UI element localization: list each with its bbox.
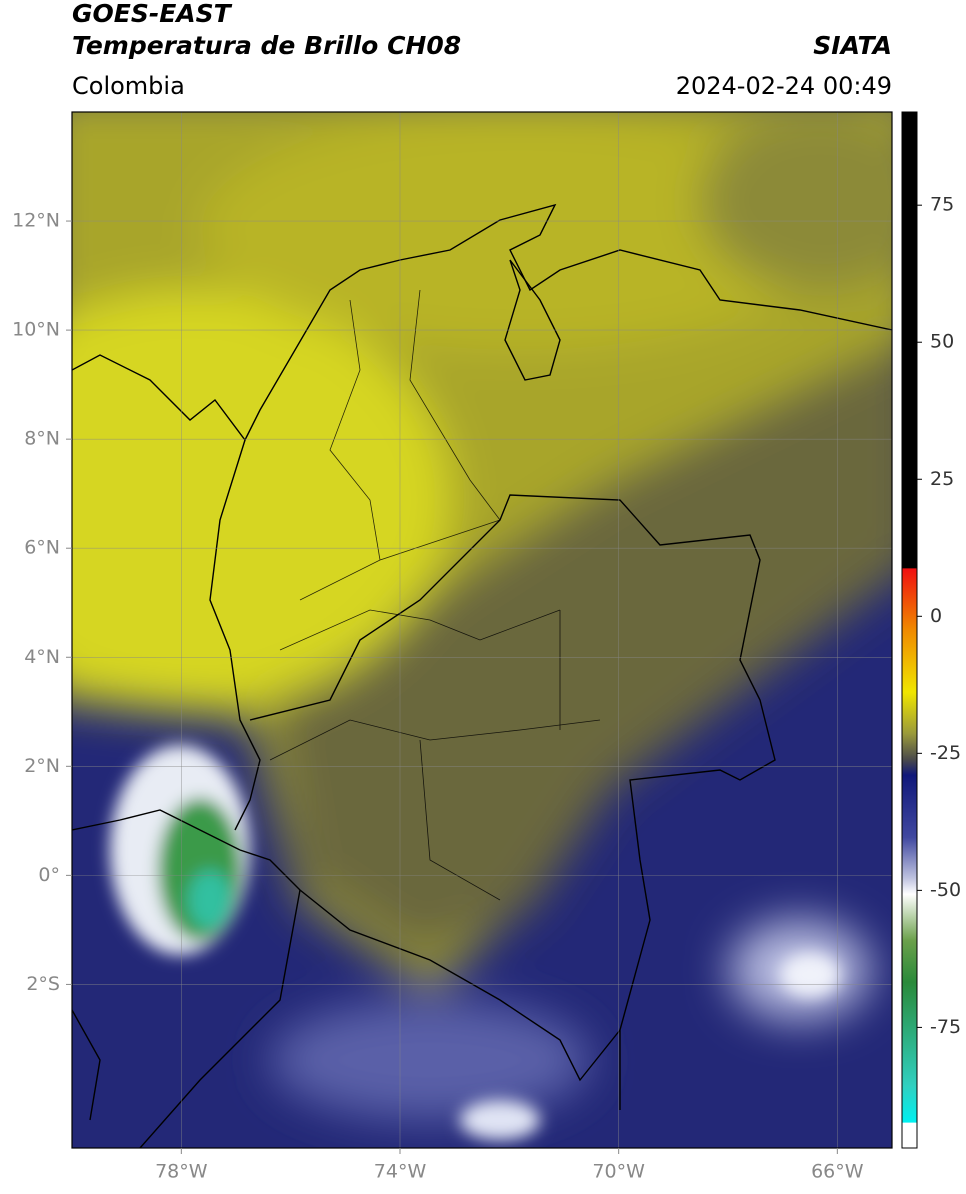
timestamp: 2024-02-24 00:49 (676, 72, 892, 100)
x-tick-label: 70°W (592, 1161, 645, 1183)
x-tick-label: 78°W (155, 1161, 208, 1183)
y-tick-label: 6°N (24, 537, 60, 559)
satellite-image (72, 112, 892, 1148)
colorbar-tick-label: 25 (930, 468, 954, 490)
source: SIATA (813, 31, 892, 60)
subtitle: Temperatura de Brillo CH08 (72, 31, 461, 60)
colorbar (901, 111, 918, 1149)
colorbar-tick-label: 50 (930, 331, 954, 353)
y-tick-label: 4°N (24, 646, 60, 668)
title: GOES-EAST (72, 0, 233, 28)
colorbar-tick-label: -75 (930, 1016, 961, 1038)
y-tick-label: 12°N (12, 210, 60, 232)
colorbar-tick-label: -25 (930, 742, 961, 764)
y-tick-label: 2°N (24, 755, 60, 777)
colorbar-tick-label: 0 (930, 605, 942, 627)
colorbar-tick-label: 75 (930, 194, 954, 216)
colorbar-tick-label: -50 (930, 879, 961, 901)
y-tick-label: 10°N (12, 319, 60, 341)
x-tick-label: 74°W (374, 1161, 427, 1183)
y-tick-label: 2°S (26, 973, 60, 995)
x-tick-label: 66°W (811, 1161, 864, 1183)
map-frame (71, 111, 893, 1149)
region: Colombia (72, 72, 185, 100)
y-tick-label: 0° (38, 864, 60, 886)
y-tick-label: 8°N (24, 428, 60, 450)
